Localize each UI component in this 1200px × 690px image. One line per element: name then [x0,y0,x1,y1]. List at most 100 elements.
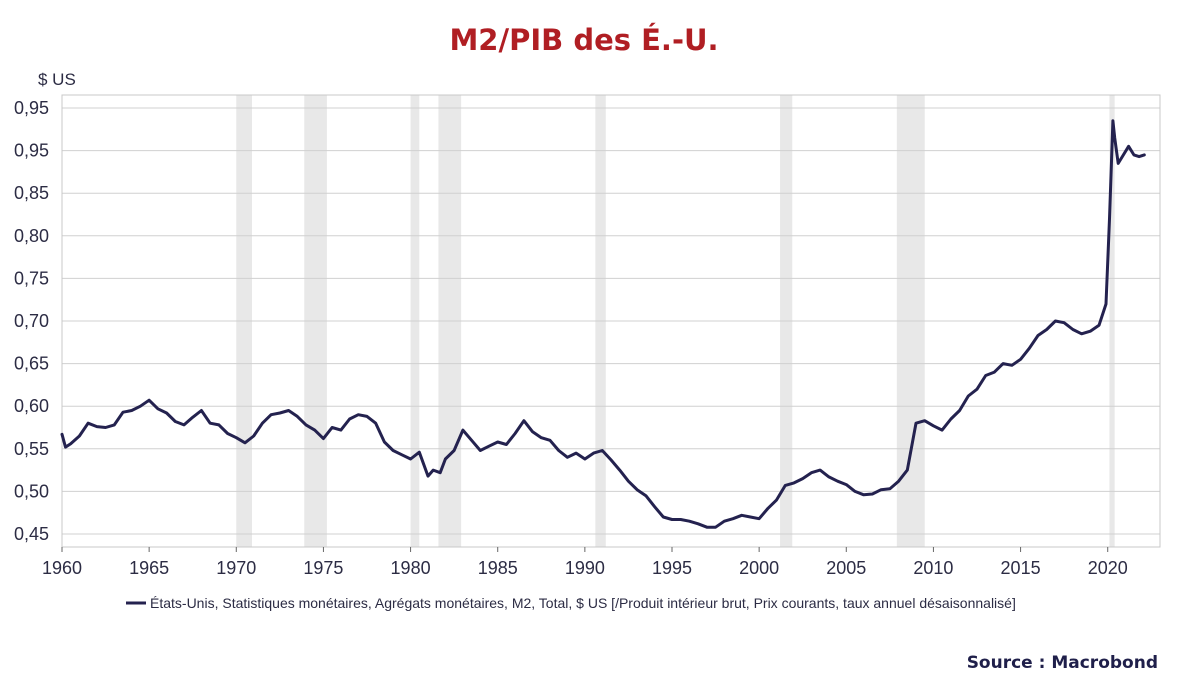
x-tick-label-7: 1995 [652,558,692,578]
data-point [1112,119,1114,122]
data-point [139,405,142,408]
data-point [183,424,185,426]
data-point [331,426,333,429]
data-point [601,449,604,452]
data-point [96,425,98,428]
data-point [1045,328,1048,331]
data-point [392,449,394,452]
data-point [1063,321,1065,324]
data-point [540,436,543,439]
data-point [514,432,516,435]
data-point [439,471,442,474]
data-point [732,517,734,520]
data-point [470,439,473,442]
data-point [357,413,360,416]
data-point [287,409,290,412]
data-point [549,439,551,442]
plot-frame [61,94,1161,548]
data-point [479,449,482,452]
data-point [618,469,621,471]
data-point [348,418,351,420]
data-point [453,449,455,452]
data-point [758,517,760,520]
data-point [584,458,586,460]
x-tick-label-10: 2010 [913,558,953,578]
data-point [226,432,229,435]
data-point [775,499,778,501]
data-point [679,518,682,521]
data-point [261,422,264,425]
grid-lines [62,107,1160,535]
y-tick-label-9: 0,95 [14,141,49,161]
data-point [950,418,952,420]
data-point [645,494,647,497]
data-point [662,516,665,518]
data-point [1108,217,1111,220]
y-tick-label-8: 0,85 [14,183,49,203]
legend-label: États-Unis, Statistiques monétaires, Agr… [150,595,1016,611]
data-point [801,477,804,480]
data-point [932,424,935,427]
data-point [1080,332,1083,335]
data-point [78,435,81,437]
series-line-0 [60,119,1146,529]
data-point [610,459,612,461]
data-point [383,441,386,443]
data-point [87,422,89,425]
y-tick-label-10: 0,95 [14,98,49,118]
data-point [322,437,325,440]
data-point [244,442,246,444]
data-point [706,526,708,528]
data-point [854,490,856,493]
data-point [1054,320,1057,322]
y-tick-label-1: 0,50 [14,481,49,501]
data-point [401,453,403,456]
data-point [505,443,508,446]
data-point [252,435,255,437]
data-point [836,480,839,482]
data-point [427,475,429,477]
data-point [915,422,917,425]
data-point [636,488,638,491]
data-point [923,419,926,422]
x-tick-label-8: 2000 [739,558,779,578]
data-point [200,409,203,412]
data-point [191,416,194,419]
data-point [688,520,691,523]
data-point [305,424,307,426]
y-unit-label: $ US [38,70,76,89]
data-point [313,429,316,431]
data-point [941,429,943,431]
data-point [340,429,342,431]
x-tick-label-2: 1970 [216,558,256,578]
data-point [906,469,909,471]
data-point [671,518,673,521]
data-point [592,452,595,454]
data-point [1002,362,1004,365]
y-tick-label-4: 0,65 [14,354,49,374]
data-point [566,456,569,459]
chart-title: M2/PIB des É.-U. [449,23,718,57]
series-layer [60,119,1146,529]
x-tick-label-4: 1980 [391,558,431,578]
y-tick-label-7: 0,80 [14,226,49,246]
data-point [697,522,699,525]
data-point [270,413,272,416]
data-point [653,505,656,508]
data-point [1098,324,1100,327]
data-point [967,395,970,397]
data-point [165,412,168,414]
source-label: Source : Macrobond [967,653,1158,673]
data-point [810,471,813,474]
y-tick-label-6: 0,75 [14,268,49,288]
data-point [1143,154,1146,156]
data-point [845,483,848,486]
data-point [496,441,499,443]
x-tick-label-0: 1960 [42,558,82,578]
data-point [976,388,978,390]
data-point [1133,154,1135,156]
x-tick-label-3: 1975 [303,558,343,578]
data-point [209,422,211,425]
data-point [1019,358,1022,361]
